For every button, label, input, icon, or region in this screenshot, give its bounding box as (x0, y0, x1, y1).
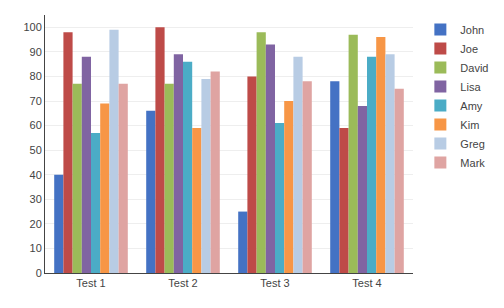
svg-text:10: 10 (30, 242, 42, 254)
svg-text:Mark: Mark (460, 157, 485, 169)
svg-text:40: 40 (30, 169, 42, 181)
svg-text:John: John (460, 24, 484, 36)
svg-text:David: David (460, 62, 488, 74)
svg-text:Greg: Greg (460, 138, 484, 150)
svg-text:Test 3: Test 3 (260, 277, 289, 289)
svg-text:90: 90 (30, 46, 42, 58)
svg-text:Joe: Joe (460, 43, 478, 55)
svg-text:0: 0 (36, 267, 42, 279)
svg-text:50: 50 (30, 144, 42, 156)
svg-text:80: 80 (30, 70, 42, 82)
svg-text:Lisa: Lisa (460, 81, 481, 93)
svg-text:Kim: Kim (460, 119, 479, 131)
svg-text:30: 30 (30, 193, 42, 205)
svg-text:Test 4: Test 4 (352, 277, 381, 289)
svg-text:20: 20 (30, 218, 42, 230)
svg-text:100: 100 (23, 21, 41, 33)
svg-text:Amy: Amy (460, 100, 483, 112)
svg-text:Test 2: Test 2 (168, 277, 197, 289)
svg-text:70: 70 (30, 95, 42, 107)
svg-text:Test 1: Test 1 (76, 277, 105, 289)
svg-text:60: 60 (30, 119, 42, 131)
